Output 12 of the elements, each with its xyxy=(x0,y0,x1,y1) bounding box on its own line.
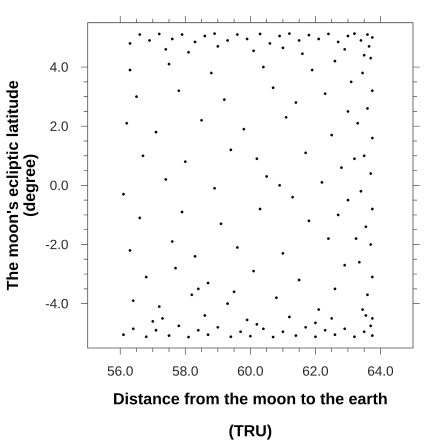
y-tick-label: 4.0 xyxy=(50,62,68,72)
x-tick-label: 64.0 xyxy=(368,366,394,376)
y-tick-label: -2.0 xyxy=(46,240,68,250)
x-tick-label: 60.0 xyxy=(238,366,263,376)
x-tick-label: 56.0 xyxy=(108,366,133,376)
y-tick-label: -4.0 xyxy=(46,298,68,308)
x-tick-label: 62.0 xyxy=(302,366,328,376)
y-tick-label: 2.0 xyxy=(50,121,68,131)
y-tick-label: 0.0 xyxy=(50,180,68,190)
y-axis-title: The moon's ecliptic latitude (degree) xyxy=(6,80,38,290)
text: Distance from the moon to the earth (TRU) xyxy=(114,392,387,440)
x-tick-label: 58.0 xyxy=(172,366,198,376)
